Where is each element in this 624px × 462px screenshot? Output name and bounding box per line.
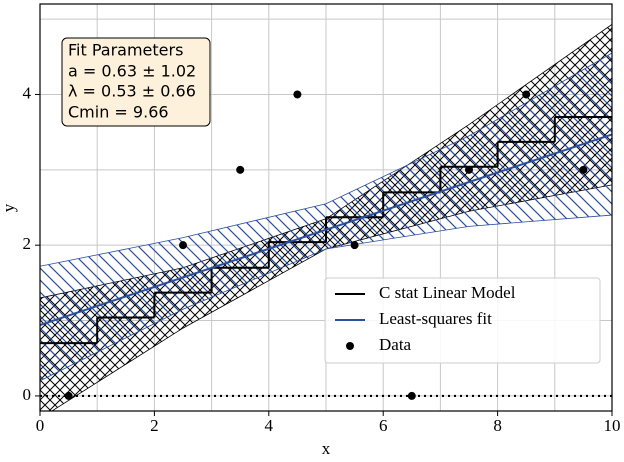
legend-frame xyxy=(324,277,601,364)
data-point xyxy=(350,241,359,250)
x-axis-label: x xyxy=(322,439,331,458)
confidence-band xyxy=(40,24,612,411)
fit-box-frame xyxy=(61,37,211,127)
fit-cmin: Cmin = 9.66 xyxy=(68,103,169,122)
legend-swatch xyxy=(346,342,354,350)
legend-label: Least-squares fit xyxy=(379,309,492,328)
y-axis-label: y xyxy=(0,203,18,212)
band-edge xyxy=(40,52,612,267)
data-point xyxy=(522,90,531,99)
x-tick-label: 0 xyxy=(36,416,45,435)
fit-title: Fit Parameters xyxy=(68,41,183,60)
fit-line xyxy=(40,133,612,327)
fit-lambda: λ = 0.53 ± 0.66 xyxy=(68,82,196,101)
data-point xyxy=(64,391,73,400)
x-tick-label: 2 xyxy=(150,416,159,435)
x-tick-label: 4 xyxy=(265,416,274,435)
data-point xyxy=(293,90,302,99)
axes-frame xyxy=(39,3,613,412)
data-point xyxy=(236,165,245,174)
data-point xyxy=(579,165,588,174)
x-tick-label: 10 xyxy=(604,416,621,435)
band-edge xyxy=(40,214,612,382)
legend-label: Data xyxy=(379,335,412,354)
y-tick-label: 0 xyxy=(23,385,32,404)
fit-box: Fit Parameters a = 0.63 ± 1.02 λ = 0.53 … xyxy=(61,37,211,127)
y-tick-label: 4 xyxy=(23,83,32,102)
x-tick-label: 6 xyxy=(379,416,388,435)
legend: C stat Linear Model Least-squares fit Data xyxy=(324,277,601,364)
x-tick-label: 8 xyxy=(493,416,502,435)
fit-a: a = 0.63 ± 1.02 xyxy=(68,62,196,81)
data-point xyxy=(407,391,416,400)
data-point xyxy=(179,241,187,250)
y-tick-label: 2 xyxy=(23,234,32,253)
legend-label: C stat Linear Model xyxy=(379,283,516,302)
data-point xyxy=(465,165,473,174)
